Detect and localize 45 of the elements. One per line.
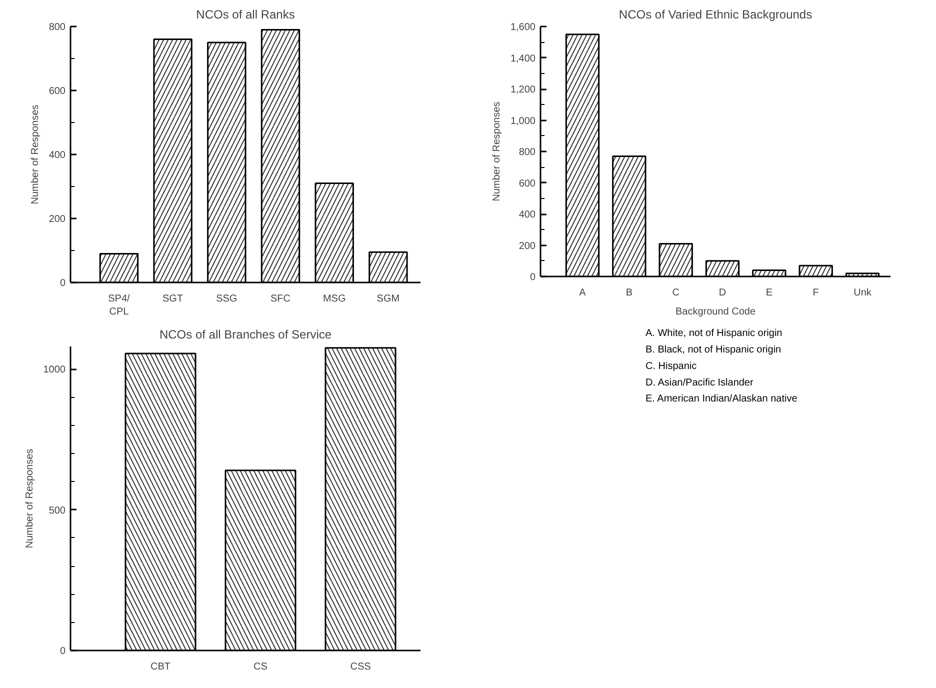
x-tick-label: C	[672, 288, 680, 298]
text: C. Hispanic	[646, 360, 697, 372]
y-axis-title: Number of Responses	[24, 448, 36, 548]
x-tick-label: SFC	[270, 294, 290, 304]
x-tick-label: E	[766, 288, 773, 298]
text: A. White, not of Hispanic origin	[646, 328, 782, 340]
y-tick-label: 0	[60, 278, 66, 289]
x-axis-title: Background Code	[675, 306, 756, 318]
y-tick-label: 1,400	[510, 53, 536, 64]
y-tick-label: 0	[530, 272, 536, 283]
y-tick-label: 600	[48, 86, 66, 97]
x-tick-label: CS	[254, 662, 268, 672]
x-tick-label: SP4/ CPL	[108, 294, 130, 318]
y-tick-label: 1,600	[510, 22, 536, 33]
chart-title: NCOs of all Ranks	[196, 8, 295, 22]
y-tick-label: 0	[60, 646, 66, 657]
y-tick-label: 800	[518, 147, 536, 158]
x-tick-label: D	[718, 288, 726, 298]
y-tick-label: 500	[48, 505, 66, 516]
chart-title: NCOs of all Branches of Service	[159, 328, 332, 342]
y-tick-label: 800	[48, 22, 66, 33]
y-axis-title: Number of Responses	[30, 104, 41, 204]
x-tick-label: B	[626, 288, 633, 298]
y-tick-label: 200	[518, 240, 536, 252]
y-axis-title: Number of Responses	[491, 102, 502, 202]
text: E. American Indian/Alaskan native	[646, 394, 798, 405]
x-tick-label: MSG	[322, 294, 346, 304]
text: B. Black, not of Hispanic origin	[646, 344, 782, 356]
y-tick-label: 1,000	[510, 116, 536, 127]
y-tick-label: 600	[518, 178, 536, 190]
x-tick-label: SGT	[162, 294, 184, 304]
x-tick-label: SSG	[216, 294, 238, 304]
x-tick-label: F	[812, 288, 819, 298]
text: D. Asian/Pacific Islander	[646, 377, 754, 388]
y-tick-label: 1000	[43, 364, 66, 376]
y-tick-label: 1,200	[510, 84, 536, 96]
x-tick-label: SGM	[376, 294, 400, 304]
x-tick-label: A	[579, 288, 586, 298]
x-tick-label: Unk	[854, 288, 872, 298]
y-tick-label: 200	[48, 214, 66, 225]
x-tick-label: CSS	[350, 662, 372, 672]
y-tick-label: 400	[518, 210, 536, 220]
x-tick-label: CBT	[150, 662, 170, 672]
y-tick-label: 400	[48, 150, 66, 161]
chart-title: NCOs of Varied Ethnic Backgrounds	[618, 8, 812, 22]
